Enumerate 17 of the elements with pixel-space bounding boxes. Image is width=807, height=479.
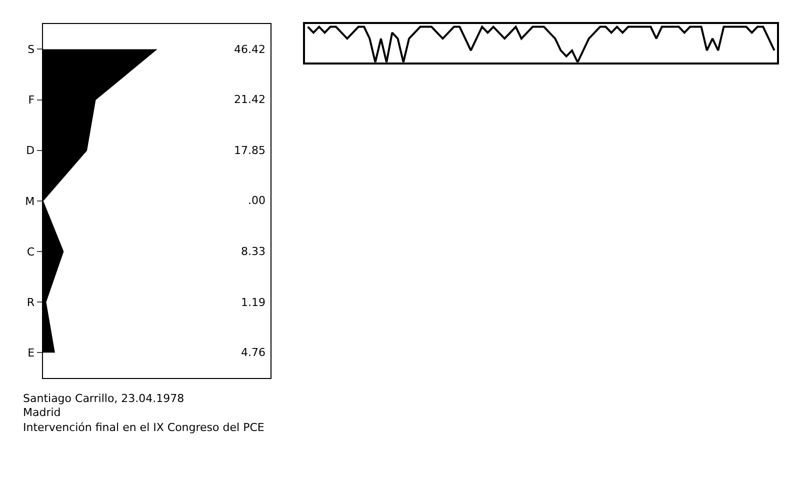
y-tick-label: S (28, 43, 35, 56)
data-label: 17.85 (234, 144, 266, 157)
y-tick-label: M (25, 194, 35, 208)
data-label: 4.76 (241, 346, 266, 359)
data-label: 21.42 (234, 93, 266, 106)
y-tick-label: C (26, 245, 35, 258)
text: Madrid (23, 406, 61, 419)
data-label: 1.19 (241, 296, 266, 309)
text: Santiago Carrillo, 23.04.1978 (23, 392, 184, 405)
y-tick-label: E (28, 346, 35, 360)
y-tick-label: D (26, 144, 35, 158)
data-label: 8.33 (241, 245, 266, 258)
data-label: 46.42 (234, 43, 266, 56)
data-label: .00 (248, 194, 266, 207)
y-tick-label: R (26, 296, 35, 309)
y-tick-label: F (28, 94, 35, 107)
text: Intervención final en el IX Congreso del PCE (23, 421, 264, 434)
